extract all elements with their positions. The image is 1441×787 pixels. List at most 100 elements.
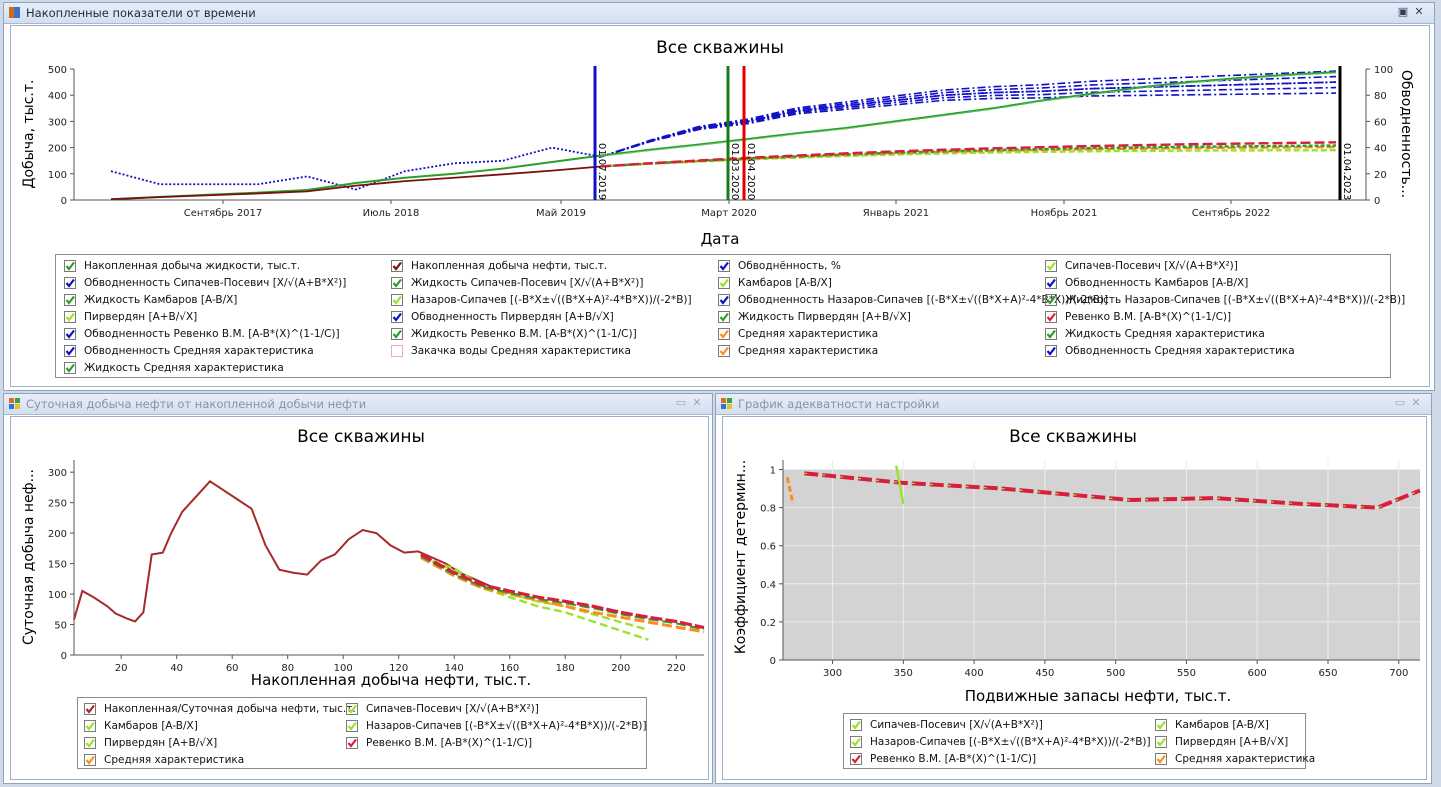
legend-checkbox[interactable] [346,720,358,732]
legend-item[interactable]: Обводненность Назаров-Сипачев [(-B*X±√((… [718,292,1108,308]
legend-checkbox[interactable] [1045,294,1057,306]
check-icon [65,329,75,339]
legend-checkbox[interactable] [391,277,403,289]
legend-item[interactable]: Накопленная добыча нефти, тыс.т. [391,258,607,274]
check-icon [851,754,861,764]
legend-checkbox[interactable] [346,737,358,749]
legend-item[interactable]: Пирвердян [A+B/√X] [1155,734,1288,750]
legend-item[interactable]: Средняя характеристика [718,326,878,342]
close-button[interactable]: ✕ [1414,5,1424,18]
legend-checkbox[interactable] [718,260,730,272]
legend-checkbox[interactable] [1155,719,1167,731]
right-close-button[interactable]: ✕ [1411,396,1421,409]
x-tick-label: 160 [500,663,519,674]
water-cut-line [110,81,1337,191]
right-chart: Все скважины 0 0.2 0.4 0.6 0.8 1 300 350 400 450 50… [733,427,1421,705]
legend-checkbox[interactable] [391,260,403,272]
legend-checkbox[interactable] [64,311,76,323]
legend-item[interactable]: Назаров-Сипачев [(-B*X±√((B*X+A)²-4*B*X)… [850,734,1151,750]
legend-item[interactable]: Жидкость Средняя характеристика [64,360,284,376]
legend-checkbox[interactable] [850,719,862,731]
legend-checkbox[interactable] [391,294,403,306]
right-panel-titlebar[interactable]: График адекватности настройки ▭ ✕ [716,394,1431,415]
legend-checkbox[interactable] [64,294,76,306]
legend-checkbox[interactable] [1155,753,1167,765]
legend-item[interactable]: Обводненность Средняя характеристика [1045,343,1295,359]
legend-item[interactable]: Жидкость Сипачев-Посевич [X/√(A+B*X²)] [391,275,643,291]
legend-item[interactable]: Ревенко В.М. [A-B*(X)^(1-1/C)] [1045,309,1231,325]
legend-checkbox[interactable] [391,345,403,357]
legend-checkbox[interactable] [718,328,730,340]
left-close-button[interactable]: ✕ [692,396,702,409]
y-tick-label: 0.4 [760,580,776,591]
legend-item[interactable]: Обводненность Пирвердян [A+B/√X] [391,309,614,325]
legend-item[interactable]: Обводненность Камбаров [A-B/X] [1045,275,1248,291]
left-maximize-button[interactable]: ▭ [675,396,687,409]
legend-item[interactable]: Средняя характеристика [1155,751,1315,767]
legend-checkbox[interactable] [718,345,730,357]
legend-item[interactable]: Назаров-Сипачев [(-B*X±√((B*X+A)²-4*B*X)… [391,292,692,308]
y2-tick-label: 20 [1374,170,1387,181]
right-panel: График адекватности настройки ▭ ✕ Все ск… [715,393,1432,784]
legend-item[interactable]: Камбаров [A-B/X] [84,718,198,734]
legend-checkbox[interactable] [1045,260,1057,272]
legend-checkbox[interactable] [1045,311,1057,323]
check-icon [719,295,729,305]
legend-checkbox[interactable] [718,277,730,289]
check-icon [85,704,95,714]
legend-checkbox[interactable] [718,311,730,323]
legend-checkbox[interactable] [1045,277,1057,289]
legend-checkbox[interactable] [64,362,76,374]
legend-checkbox[interactable] [64,345,76,357]
legend-item[interactable]: Средняя характеристика [84,752,244,768]
legend-checkbox[interactable] [84,754,96,766]
legend-label: Накопленная добыча жидкости, тыс.т. [84,260,301,272]
legend-checkbox[interactable] [391,328,403,340]
legend-checkbox[interactable] [84,737,96,749]
right-maximize-button[interactable]: ▭ [1394,396,1406,409]
legend-checkbox[interactable] [718,294,730,306]
legend-item[interactable]: Жидкость Камбаров [A-B/X] [64,292,237,308]
legend-item[interactable]: Жидкость Средняя характеристика [1045,326,1265,342]
y-axis-title: Коэффициент детермин... [733,460,749,654]
left-panel-titlebar[interactable]: Суточная добыча нефти от накопленной доб… [4,394,712,415]
legend-item[interactable]: Сипачев-Посевич [X/√(A+B*X²)] [346,701,539,717]
legend-checkbox[interactable] [64,260,76,272]
legend-item[interactable]: Сипачев-Посевич [X/√(A+B*X²)] [1045,258,1238,274]
legend-item[interactable]: Пирвердян [A+B/√X] [84,735,217,751]
legend-checkbox[interactable] [1045,328,1057,340]
legend-item[interactable]: Ревенко В.М. [A-B*(X)^(1-1/C)] [346,735,532,751]
legend-item[interactable]: Закачка воды Средняя характеристика [391,343,631,359]
y-tick-label: 50 [54,621,67,632]
legend-item[interactable]: Накопленная добыча жидкости, тыс.т. [64,258,300,274]
legend-checkbox[interactable] [64,328,76,340]
top-panel-titlebar[interactable]: Накопленные показатели от времени ▣ ✕ [4,3,1434,24]
legend-item[interactable]: Пирвердян [A+B/√X] [64,309,197,325]
legend-checkbox[interactable] [391,311,403,323]
legend-item[interactable]: Назаров-Сипачев [(-B*X±√((B*X+A)²-4*B*X)… [346,718,647,734]
legend-checkbox[interactable] [850,753,862,765]
legend-checkbox[interactable] [1155,736,1167,748]
legend-item[interactable]: Камбаров [A-B/X] [718,275,832,291]
legend-checkbox[interactable] [346,703,358,715]
legend-item[interactable]: Сипачев-Посевич [X/√(A+B*X²)] [850,717,1043,733]
legend-checkbox[interactable] [64,277,76,289]
legend-item[interactable]: Камбаров [A-B/X] [1155,717,1269,733]
legend-item[interactable]: Обводненность Средняя характеристика [64,343,314,359]
legend-item[interactable]: Накопленная/Суточная добыча нефти, тыс.т… [84,701,356,717]
legend-checkbox[interactable] [84,703,96,715]
legend-checkbox[interactable] [850,736,862,748]
legend-item[interactable]: Ревенко В.М. [A-B*(X)^(1-1/C)] [850,751,1036,767]
maximize-button[interactable]: ▣ [1397,5,1409,18]
legend-item[interactable]: Жидкость Пирвердян [A+B/√X] [718,309,911,325]
legend-label: Обводненность Средняя характеристика [84,345,314,357]
legend-checkbox[interactable] [1045,345,1057,357]
legend-item[interactable]: Жидкость Назаров-Сипачев [(-B*X±√((B*X+A… [1045,292,1405,308]
legend-item[interactable]: Средняя характеристика [718,343,878,359]
legend-checkbox[interactable] [84,720,96,732]
legend-item[interactable]: Обводненность Сипачев-Посевич [X/√(A+B*X… [64,275,346,291]
legend-item[interactable]: Жидкость Ревенко В.М. [A-B*(X)^(1-1/C)] [391,326,637,342]
legend-item[interactable]: Обводнённость, % [718,258,841,274]
legend-item[interactable]: Обводненность Ревенко В.М. [A-B*(X)^(1-1… [64,326,340,342]
y-axis-title: Суточная добыча неф... [21,469,37,645]
